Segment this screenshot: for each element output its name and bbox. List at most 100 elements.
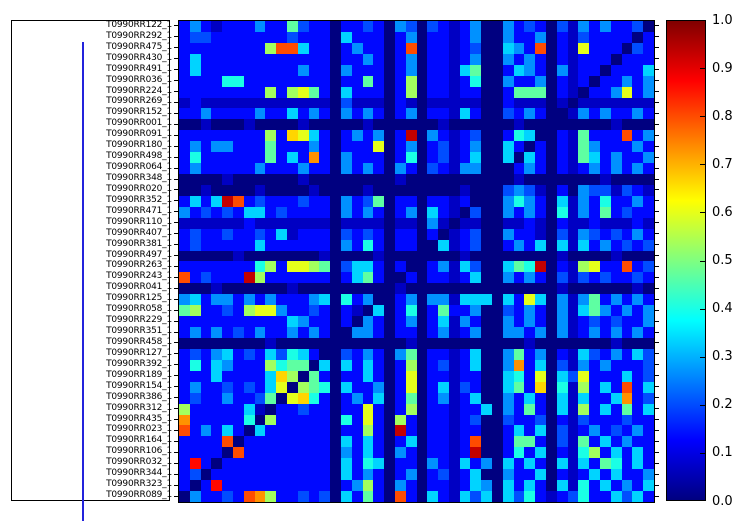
heatmap-cell bbox=[319, 98, 330, 109]
heatmap-cell bbox=[244, 469, 255, 480]
heatmap-cell bbox=[255, 404, 266, 415]
heatmap-cell bbox=[211, 371, 222, 382]
heatmap-cell bbox=[578, 163, 589, 174]
heatmap-cell bbox=[352, 65, 363, 76]
heatmap-cell bbox=[352, 458, 363, 469]
heatmap-cell bbox=[470, 272, 481, 283]
heatmap-cell bbox=[276, 130, 287, 141]
heatmap-cell bbox=[503, 458, 514, 469]
heatmap-cell bbox=[503, 174, 514, 185]
heatmap-cell bbox=[438, 152, 449, 163]
heatmap-cell bbox=[514, 76, 525, 87]
heatmap-cell bbox=[287, 185, 298, 196]
heatmap-cell bbox=[546, 447, 557, 458]
heatmap-cell bbox=[557, 469, 568, 480]
heatmap-cell bbox=[503, 218, 514, 229]
heatmap-cell bbox=[578, 261, 589, 272]
heatmap-cell bbox=[201, 294, 212, 305]
heatmap-cell bbox=[341, 54, 352, 65]
heatmap-cell bbox=[406, 218, 417, 229]
heatmap-cell bbox=[449, 491, 460, 502]
heatmap-cell bbox=[546, 316, 557, 327]
heatmap-cell bbox=[503, 54, 514, 65]
heatmap-cell bbox=[438, 447, 449, 458]
heatmap-cell bbox=[265, 480, 276, 491]
heatmap-cell bbox=[373, 447, 384, 458]
heatmap-cell bbox=[589, 371, 600, 382]
heatmap-cell bbox=[470, 458, 481, 469]
heatmap-cell bbox=[265, 436, 276, 447]
heatmap-cell bbox=[395, 251, 406, 262]
heatmap-cell bbox=[201, 349, 212, 360]
heatmap-cell bbox=[276, 152, 287, 163]
heatmap-cell bbox=[319, 163, 330, 174]
heatmap-cell bbox=[406, 349, 417, 360]
heatmap-cell bbox=[470, 371, 481, 382]
y-tick bbox=[655, 419, 659, 420]
heatmap-cell bbox=[632, 130, 643, 141]
heatmap-cell bbox=[309, 185, 320, 196]
heatmap-cell bbox=[492, 480, 503, 491]
heatmap-cell bbox=[535, 54, 546, 65]
colorbar-tick bbox=[700, 261, 705, 262]
heatmap-cell bbox=[578, 360, 589, 371]
y-tick bbox=[174, 342, 178, 343]
heatmap-cell bbox=[417, 360, 428, 371]
heatmap-cell bbox=[265, 229, 276, 240]
heatmap-cell bbox=[384, 119, 395, 130]
heatmap-cell bbox=[341, 393, 352, 404]
heatmap-cell bbox=[384, 458, 395, 469]
heatmap-cell bbox=[568, 360, 579, 371]
heatmap-cell bbox=[309, 108, 320, 119]
heatmap-cell bbox=[352, 174, 363, 185]
y-tick bbox=[655, 189, 659, 190]
heatmap-cell bbox=[190, 130, 201, 141]
heatmap-cell bbox=[244, 98, 255, 109]
heatmap-cell bbox=[427, 251, 438, 262]
heatmap-cell bbox=[611, 54, 622, 65]
heatmap-cell bbox=[341, 294, 352, 305]
heatmap-cell bbox=[201, 185, 212, 196]
heatmap-cell bbox=[622, 371, 633, 382]
heatmap-cell bbox=[287, 447, 298, 458]
heatmap-cell bbox=[255, 338, 266, 349]
heatmap-cell bbox=[568, 251, 579, 262]
heatmap-cell bbox=[578, 294, 589, 305]
heatmap-cell bbox=[201, 469, 212, 480]
heatmap-cell bbox=[438, 185, 449, 196]
heatmap-cell bbox=[319, 349, 330, 360]
heatmap-cell bbox=[578, 240, 589, 251]
heatmap-cell bbox=[298, 382, 309, 393]
heatmap-cell bbox=[417, 327, 428, 338]
y-tick bbox=[174, 47, 178, 48]
heatmap-cell bbox=[589, 436, 600, 447]
heatmap-cell bbox=[514, 207, 525, 218]
heatmap-cell bbox=[341, 251, 352, 262]
heatmap-cell bbox=[363, 316, 374, 327]
heatmap-cell bbox=[406, 491, 417, 502]
heatmap-cell bbox=[287, 469, 298, 480]
heatmap-cell bbox=[427, 480, 438, 491]
y-tick bbox=[655, 124, 659, 125]
heatmap-cell bbox=[373, 152, 384, 163]
heatmap-cell bbox=[524, 174, 535, 185]
heatmap-cell bbox=[622, 447, 633, 458]
heatmap-cell bbox=[276, 305, 287, 316]
heatmap-cell bbox=[449, 207, 460, 218]
heatmap-cell bbox=[481, 349, 492, 360]
heatmap-cell bbox=[611, 458, 622, 469]
heatmap-cell bbox=[546, 404, 557, 415]
heatmap-cell bbox=[568, 393, 579, 404]
heatmap-cell bbox=[255, 415, 266, 426]
heatmap-cell bbox=[201, 305, 212, 316]
heatmap-cell bbox=[395, 152, 406, 163]
heatmap-cell bbox=[481, 360, 492, 371]
heatmap-cell bbox=[298, 163, 309, 174]
heatmap-cell bbox=[265, 251, 276, 262]
heatmap-cell bbox=[222, 185, 233, 196]
heatmap-cell bbox=[622, 393, 633, 404]
heatmap-cell bbox=[179, 404, 190, 415]
heatmap-cell bbox=[600, 240, 611, 251]
heatmap-cell bbox=[492, 491, 503, 502]
heatmap-cell bbox=[643, 43, 654, 54]
